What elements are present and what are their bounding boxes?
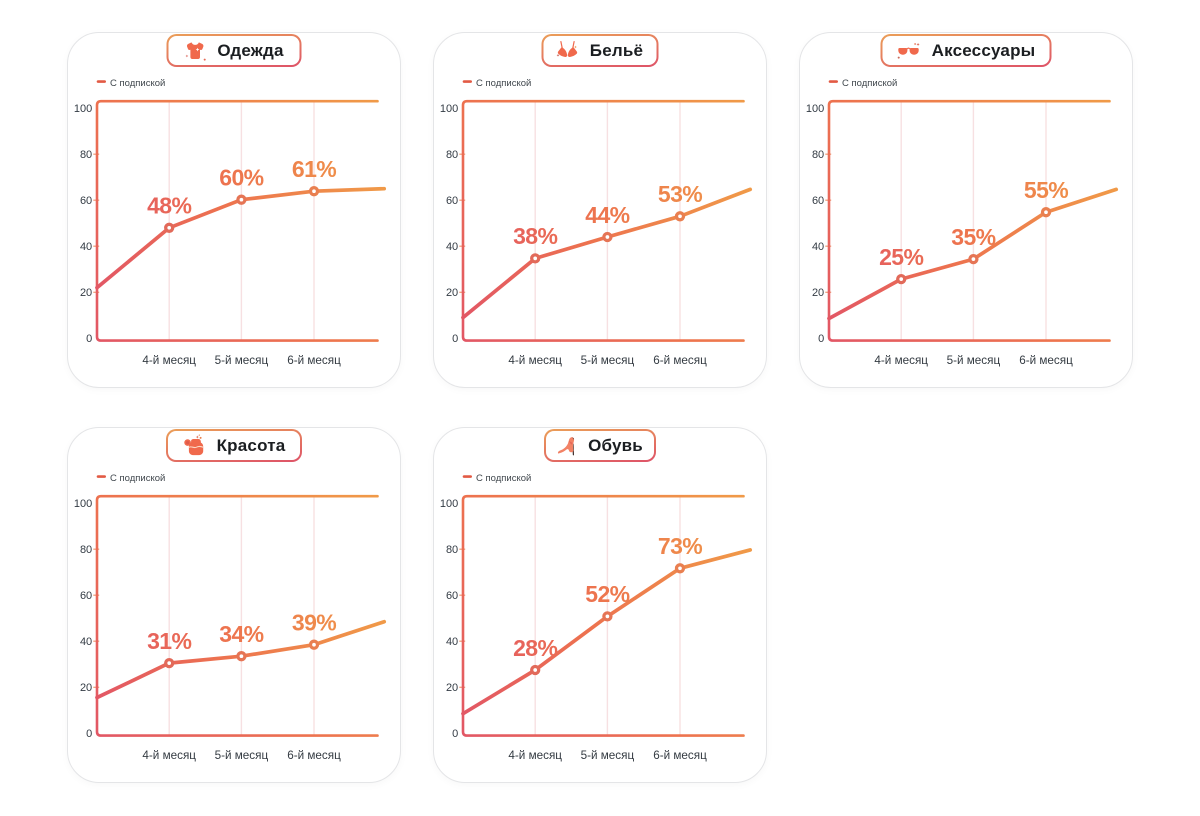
- svg-text:С подпиской: С подпиской: [476, 78, 531, 89]
- svg-text:31%: 31%: [147, 628, 191, 654]
- svg-text:38%: 38%: [513, 223, 557, 249]
- svg-text:С подпиской: С подпиской: [842, 78, 897, 89]
- svg-text:60: 60: [80, 590, 92, 602]
- svg-text:4-й месяц: 4-й месяц: [874, 354, 928, 367]
- svg-text:5-й месяц: 5-й месяц: [215, 354, 269, 367]
- svg-text:20: 20: [812, 287, 824, 299]
- svg-text:55%: 55%: [1024, 177, 1068, 203]
- svg-text:60: 60: [446, 590, 458, 602]
- svg-text:60%: 60%: [219, 165, 263, 191]
- svg-text:80: 80: [446, 149, 458, 161]
- svg-text:6-й месяц: 6-й месяц: [653, 354, 707, 367]
- svg-text:6-й месяц: 6-й месяц: [1019, 354, 1073, 367]
- svg-text:0: 0: [818, 333, 824, 345]
- svg-text:0: 0: [452, 333, 458, 345]
- svg-text:0: 0: [452, 728, 458, 740]
- svg-text:20: 20: [446, 287, 458, 299]
- svg-text:100: 100: [74, 103, 92, 115]
- svg-text:80: 80: [80, 544, 92, 556]
- svg-text:6-й месяц: 6-й месяц: [287, 354, 341, 367]
- svg-text:28%: 28%: [513, 635, 557, 661]
- svg-text:6-й месяц: 6-й месяц: [653, 749, 707, 762]
- svg-text:25%: 25%: [879, 244, 923, 270]
- svg-text:100: 100: [74, 498, 92, 510]
- svg-text:48%: 48%: [147, 193, 191, 219]
- svg-text:100: 100: [440, 103, 458, 115]
- svg-text:6-й месяц: 6-й месяц: [287, 749, 341, 762]
- svg-text:С подпиской: С подпиской: [110, 473, 165, 484]
- svg-text:5-й месяц: 5-й месяц: [215, 749, 269, 762]
- svg-text:60: 60: [446, 195, 458, 207]
- svg-text:80: 80: [446, 544, 458, 556]
- svg-text:0: 0: [86, 728, 92, 740]
- svg-text:34%: 34%: [219, 621, 263, 647]
- svg-text:52%: 52%: [585, 581, 629, 607]
- svg-text:5-й месяц: 5-й месяц: [581, 749, 635, 762]
- svg-text:4-й месяц: 4-й месяц: [508, 749, 562, 762]
- svg-text:5-й месяц: 5-й месяц: [947, 354, 1001, 367]
- svg-text:40: 40: [446, 241, 458, 253]
- svg-text:73%: 73%: [658, 533, 702, 559]
- svg-text:40: 40: [446, 636, 458, 648]
- svg-text:20: 20: [446, 682, 458, 694]
- svg-text:4-й месяц: 4-й месяц: [508, 354, 562, 367]
- svg-text:40: 40: [812, 241, 824, 253]
- svg-text:100: 100: [440, 498, 458, 510]
- svg-text:39%: 39%: [292, 610, 336, 636]
- svg-text:35%: 35%: [951, 224, 995, 250]
- svg-text:60: 60: [812, 195, 824, 207]
- svg-text:20: 20: [80, 287, 92, 299]
- svg-text:80: 80: [80, 149, 92, 161]
- svg-text:С подпиской: С подпиской: [110, 78, 165, 89]
- svg-text:40: 40: [80, 636, 92, 648]
- svg-text:60: 60: [80, 195, 92, 207]
- svg-text:20: 20: [80, 682, 92, 694]
- svg-text:4-й месяц: 4-й месяц: [142, 749, 196, 762]
- svg-text:53%: 53%: [658, 181, 702, 207]
- svg-text:61%: 61%: [292, 156, 336, 182]
- svg-text:С подпиской: С подпиской: [476, 473, 531, 484]
- svg-text:100: 100: [806, 103, 824, 115]
- svg-text:44%: 44%: [585, 202, 629, 228]
- svg-text:40: 40: [80, 241, 92, 253]
- svg-text:0: 0: [86, 333, 92, 345]
- svg-text:4-й месяц: 4-й месяц: [142, 354, 196, 367]
- svg-text:5-й месяц: 5-й месяц: [581, 354, 635, 367]
- svg-text:80: 80: [812, 149, 824, 161]
